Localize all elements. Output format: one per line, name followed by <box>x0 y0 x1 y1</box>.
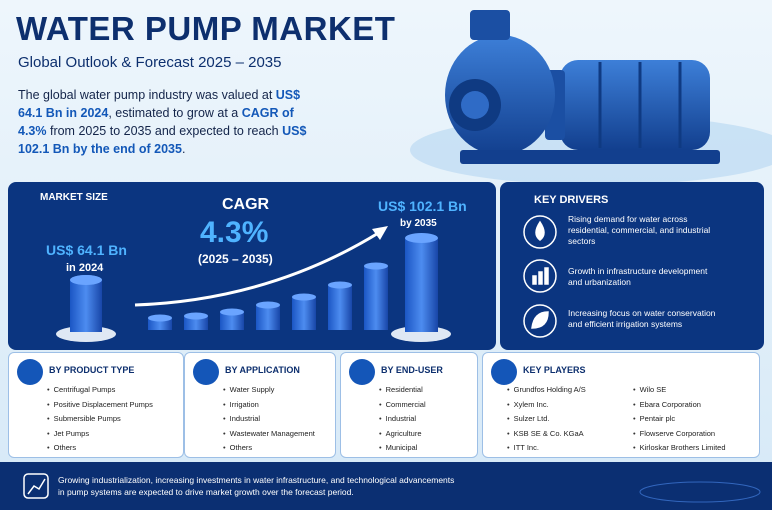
pump-illustration <box>445 10 720 164</box>
segment-card: BY PRODUCT TYPE Centrifugal PumpsPositive… <box>8 352 184 458</box>
key-drivers-title: KEY DRIVERS <box>534 194 609 206</box>
card-item: Positive Displacement Pumps <box>47 398 153 413</box>
segment-card: BY APPLICATION Water SupplyIrrigationIndu… <box>184 352 336 458</box>
card-item: Residential <box>379 383 426 398</box>
card-item: Irrigation <box>223 398 315 413</box>
end-year: by 2035 <box>400 218 437 229</box>
intro: The global water pump industry was value… <box>18 86 308 158</box>
intro-highlight: US$ 64.1 Bn in 2024 <box>18 88 301 120</box>
player-item: Grundfos Holding A/S <box>507 383 586 398</box>
card-item: Industrial <box>379 412 426 427</box>
intro-highlight: US$ 102.1 Bn by the end of 2035 <box>18 124 307 156</box>
card-item: Wastewater Management <box>223 427 315 442</box>
subtitle: Global Outlook & Forecast 2025 – 2035 <box>18 54 282 71</box>
card-icon <box>193 359 219 385</box>
card-title: BY END-USER <box>381 365 443 375</box>
card-icon <box>491 359 517 385</box>
driver-item: Rising demand for water across residenti… <box>568 214 711 246</box>
card-icon <box>17 359 43 385</box>
intro-text: . <box>181 142 186 156</box>
card-item: Municipal <box>379 441 426 456</box>
player-item: Kirloskar Brothers Limited <box>633 441 726 456</box>
start-year: in 2024 <box>66 262 104 274</box>
start-value: US$ 64.1 Bn <box>46 242 127 258</box>
player-item: Flowserve Corporation <box>633 427 726 442</box>
card-list: ResidentialCommercialIndustrialAgricultu… <box>379 383 426 456</box>
card-title: KEY PLAYERS <box>523 365 586 375</box>
card-item: Others <box>223 441 315 456</box>
card-list: Water SupplyIrrigationIndustrialWastewat… <box>223 383 315 456</box>
player-item: Wilo SE <box>633 383 726 398</box>
card-item: Jet Pumps <box>47 427 153 442</box>
title: WATER PUMP MARKET <box>16 10 396 47</box>
card-item: Water Supply <box>223 383 315 398</box>
cagr-period: (2025 – 2035) <box>198 252 273 266</box>
footer-text: Growing industrialization, increasing in… <box>58 475 455 497</box>
card-list: Centrifugal PumpsPositive Displacement P… <box>47 383 153 456</box>
intro-text: The global water pump industry was value… <box>18 88 276 102</box>
player-item: Xylem Inc. <box>507 398 586 413</box>
segment-card: BY END-USER ResidentialCommercialIndustri… <box>340 352 478 458</box>
driver-item: Growth in infrastructure development and… <box>568 266 708 287</box>
player-list: Grundfos Holding A/SXylem Inc.Sulzer Ltd… <box>507 383 586 456</box>
footer-bar <box>0 462 772 510</box>
cagr-value: 4.3% <box>200 216 269 249</box>
driver-icons <box>523 215 557 338</box>
player-item: Sulzer Ltd. <box>507 412 586 427</box>
end-value: US$ 102.1 Bn <box>378 198 467 214</box>
card-item: Centrifugal Pumps <box>47 383 153 398</box>
intro-text: from 2025 to 2035 and expected to reach <box>46 124 283 138</box>
player-item: Pentair plc <box>633 412 726 427</box>
market-size-label: MARKET SIZE <box>40 192 108 203</box>
card-title: BY APPLICATION <box>225 365 300 375</box>
intro-text: , estimated to grow at a <box>108 106 242 120</box>
intro-highlight: CAGR of 4.3% <box>18 106 294 138</box>
key-players-card: KEY PLAYERS Grundfos Holding A/SXylem Inc… <box>482 352 760 458</box>
card-item: Submersible Pumps <box>47 412 153 427</box>
card-title: BY PRODUCT TYPE <box>49 365 135 375</box>
growth-arrow <box>134 230 381 307</box>
player-item: ITT Inc. <box>507 441 586 456</box>
card-icon <box>349 359 375 385</box>
player-item: KSB SE & Co. KGaA <box>507 427 586 442</box>
player-list: Wilo SEEbara CorporationPentair plcFlows… <box>633 383 726 456</box>
card-item: Others <box>47 441 153 456</box>
card-item: Industrial <box>223 412 315 427</box>
growth-cylinders <box>56 233 451 342</box>
card-item: Agriculture <box>379 427 426 442</box>
driver-item: Increasing focus on water conservation a… <box>568 308 716 329</box>
cagr-label: CAGR <box>222 196 270 213</box>
card-item: Commercial <box>379 398 426 413</box>
player-item: Ebara Corporation <box>633 398 726 413</box>
